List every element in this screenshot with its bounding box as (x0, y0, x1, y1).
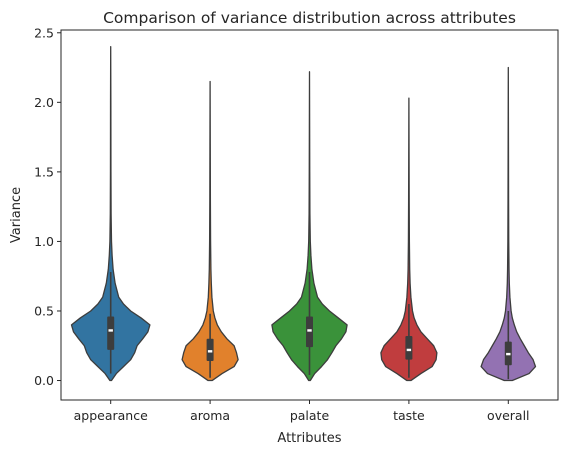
y-tick-label: 0.0 (34, 373, 54, 388)
violin-appearance (70, 46, 151, 382)
median-marker-palate (307, 329, 312, 332)
y-tick-label: 1.5 (34, 164, 54, 179)
x-axis-title: Attributes (277, 431, 341, 446)
boxes-layer (107, 272, 512, 380)
y-tick-label: 2.0 (34, 95, 54, 110)
x-tick-label-palate: palate (290, 408, 330, 423)
x-tick-label-overall: overall (487, 408, 529, 423)
violins-layer (70, 46, 537, 382)
median-marker-aroma (207, 350, 213, 353)
x-axis: appearance aroma palate taste overall (74, 400, 530, 423)
x-tick-label-aroma: aroma (190, 408, 230, 423)
violin-overall (480, 66, 537, 382)
x-tick-label-appearance: appearance (74, 408, 148, 423)
iqr-box-palate (306, 316, 313, 348)
violin-taste (380, 97, 438, 382)
x-tick-label-taste: taste (393, 408, 425, 423)
iqr-box-aroma (206, 338, 214, 362)
iqr-box-appearance (107, 316, 115, 350)
violin-aroma (181, 80, 239, 382)
median-marker-appearance (108, 329, 113, 332)
y-tick-label: 1.0 (34, 234, 54, 249)
y-axis: 0.0 0.5 1.0 1.5 2.0 2.5 (34, 25, 61, 388)
y-tick-label: 0.5 (34, 303, 54, 318)
median-marker-taste (406, 348, 412, 352)
y-axis-title: Variance (9, 187, 24, 243)
iqr-box-taste (405, 336, 413, 360)
chart-title: Comparison of variance distribution acro… (103, 9, 516, 27)
violin-palate (271, 71, 348, 382)
y-tick-label: 2.5 (34, 25, 54, 40)
median-marker-overall (506, 352, 511, 356)
